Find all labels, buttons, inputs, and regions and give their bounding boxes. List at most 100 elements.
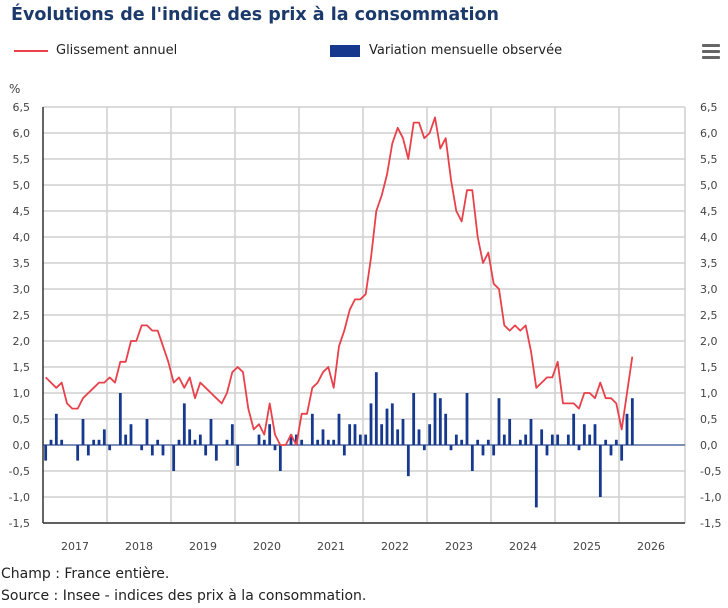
x-tick-label: 2024 (509, 540, 537, 553)
bar-monthly-variation (300, 439, 304, 445)
bar-monthly-variation (540, 429, 544, 445)
bar-monthly-variation (316, 439, 320, 445)
bar-monthly-variation (417, 429, 421, 445)
bar-monthly-variation (396, 429, 400, 445)
y-tick-label-right: -0,5 (700, 465, 721, 478)
y-tick-label-left: 2,5 (13, 309, 31, 322)
bar-monthly-variation (102, 429, 106, 445)
bar-monthly-variation (278, 445, 282, 471)
bar-monthly-variation (497, 398, 501, 445)
bar-monthly-variation (508, 419, 512, 445)
bar-monthly-variation (588, 434, 592, 445)
bar-monthly-variation (401, 419, 405, 445)
y-tick-label-left: 4,5 (13, 205, 31, 218)
x-tick-label: 2022 (381, 540, 409, 553)
y-tick-label-left: 1,5 (13, 361, 31, 374)
bar-monthly-variation (449, 445, 453, 451)
y-tick-label-left: 3,5 (13, 257, 31, 270)
bar-monthly-variation (572, 413, 576, 445)
chart-title: Évolutions de l'indice des prix à la con… (11, 5, 500, 25)
y-tick-label-right: 5,0 (700, 179, 718, 192)
bar-monthly-variation (502, 434, 506, 445)
bar-monthly-variation (124, 434, 128, 445)
bar-monthly-variation (161, 445, 165, 456)
bar-monthly-variation (92, 439, 96, 445)
hamburger-menu-icon[interactable] (702, 44, 720, 60)
bar-monthly-variation (486, 439, 490, 445)
bar-monthly-variation (422, 445, 426, 451)
bar-monthly-variation (76, 445, 80, 461)
bar-monthly-variation (182, 403, 186, 445)
bar-monthly-variation (593, 424, 597, 445)
x-tick-label: 2026 (637, 540, 665, 553)
y-tick-label-right: -1,0 (700, 491, 721, 504)
x-tick-label: 2017 (61, 540, 89, 553)
y-tick-label-left: 1,0 (13, 387, 31, 400)
bar-monthly-variation (620, 445, 624, 461)
legend-item-bar[interactable]: Variation mensuelle observée (330, 43, 562, 58)
bar-monthly-variation (321, 429, 325, 445)
bar-monthly-variation (476, 439, 480, 445)
bar-monthly-variation (44, 445, 48, 461)
bar-monthly-variation (342, 445, 346, 456)
y-tick-label-left: 5,0 (13, 179, 31, 192)
bar-monthly-variation (369, 403, 373, 445)
y-tick-label-right: 5,5 (700, 153, 718, 166)
y-tick-label-left: -0,5 (9, 465, 30, 478)
x-tick-label: 2021 (317, 540, 345, 553)
bar-monthly-variation (156, 439, 160, 445)
legend-label: Glissement annuel (56, 43, 178, 58)
bar-monthly-variation (545, 445, 549, 456)
y-tick-label-left: 0,0 (13, 439, 31, 452)
bar-monthly-variation (556, 434, 560, 445)
legend-item-line[interactable]: Glissement annuel (14, 43, 177, 58)
y-tick-label-right: 3,0 (700, 283, 718, 296)
bar-monthly-variation (524, 434, 528, 445)
y-tick-label-right: 4,0 (700, 231, 718, 244)
legend-label: Variation mensuelle observée (369, 43, 563, 58)
bar-monthly-variation (108, 445, 112, 451)
bar-monthly-variation (412, 393, 416, 445)
bar-monthly-variation (54, 413, 58, 445)
bar-monthly-variation (230, 424, 234, 445)
bar-monthly-variation (433, 393, 437, 445)
bar-monthly-variation (140, 445, 144, 451)
bar-monthly-variation (268, 424, 272, 445)
bar-monthly-variation (518, 439, 522, 445)
y-tick-label-left: -1,5 (9, 517, 30, 530)
bar-monthly-variation (454, 434, 458, 445)
bar-monthly-variation (326, 439, 330, 445)
y-tick-label-left: 2,0 (13, 335, 31, 348)
bar-monthly-variation (534, 445, 538, 508)
bar-monthly-variation (406, 445, 410, 477)
bar-monthly-variation (225, 439, 229, 445)
bar-monthly-variation (364, 434, 368, 445)
bar-monthly-variation (60, 439, 64, 445)
y-tick-label-right: 0,5 (700, 413, 718, 426)
bar-monthly-variation (625, 413, 629, 445)
bar-monthly-variation (289, 434, 293, 445)
bar-monthly-variation (598, 445, 602, 497)
y-tick-label-right: 3,5 (700, 257, 718, 270)
y-tick-label-right: -1,5 (700, 517, 721, 530)
bar-monthly-variation (172, 445, 176, 471)
y-tick-label-left: 6,5 (13, 101, 31, 114)
bar-monthly-variation (198, 434, 202, 445)
bar-monthly-variation (337, 413, 341, 445)
bar-monthly-variation (390, 403, 394, 445)
line-annual-change (45, 116, 634, 446)
bar-monthly-variation (460, 439, 464, 445)
bar-monthly-variation (550, 434, 554, 445)
bar-monthly-variation (428, 424, 432, 445)
bar-monthly-variation (193, 439, 197, 445)
bar-monthly-variation (145, 419, 149, 445)
bar-monthly-variation (582, 424, 586, 445)
bar-monthly-variation (209, 419, 213, 445)
bar-monthly-variation (630, 398, 634, 445)
legend-bar-swatch (330, 44, 360, 57)
y-tick-label-right: 2,0 (700, 335, 718, 348)
x-tick-label: 2019 (189, 540, 217, 553)
y-tick-label-right: 2,5 (700, 309, 718, 322)
x-tick-label: 2025 (573, 540, 601, 553)
